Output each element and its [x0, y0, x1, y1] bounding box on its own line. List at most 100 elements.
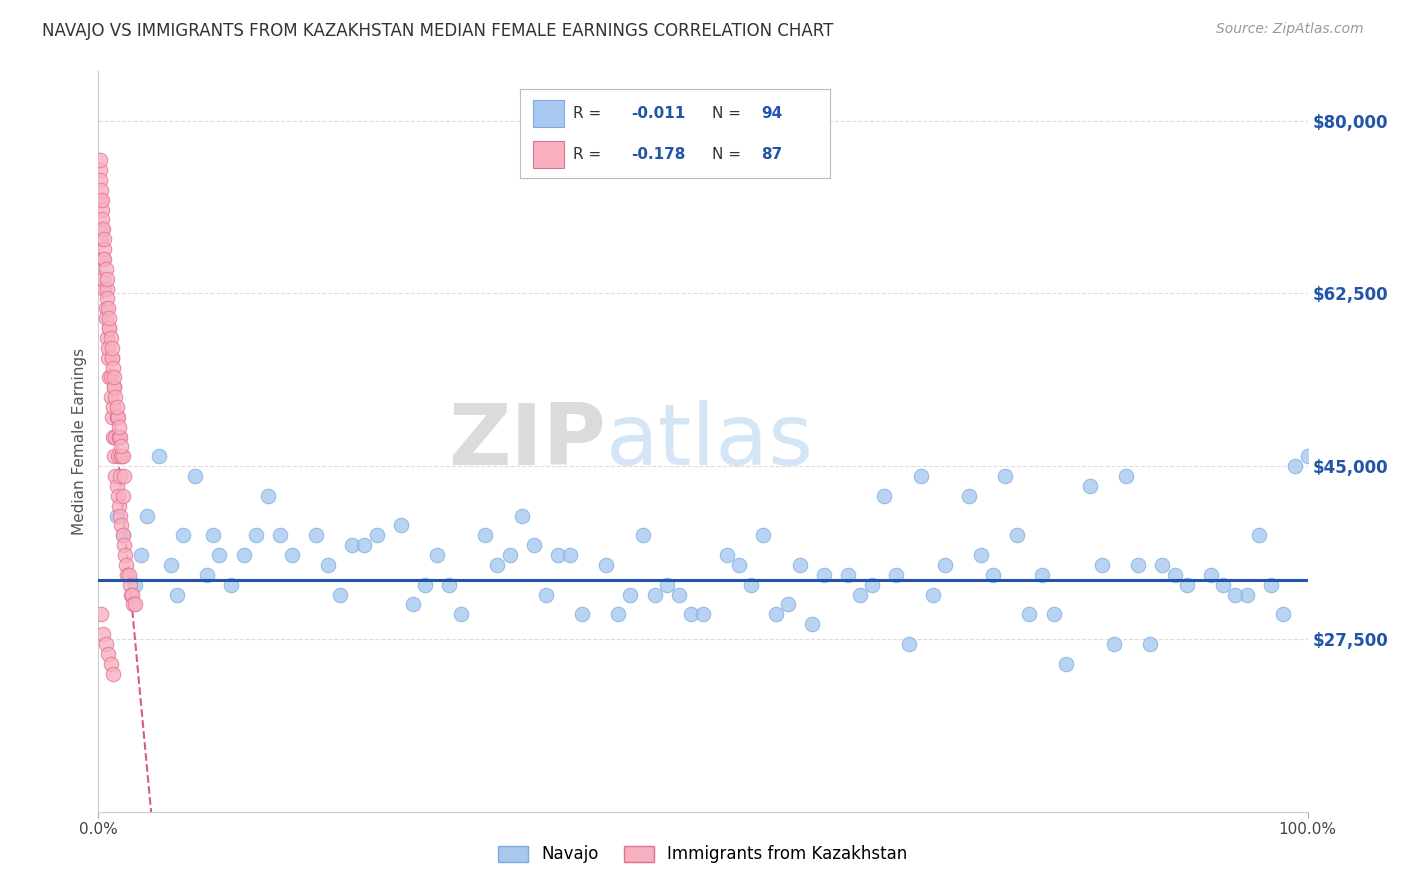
- Point: [94, 637, 117, 651]
- Point: [103, 380, 125, 394]
- Point: [679, 607, 702, 622]
- Point: [96, 292, 118, 306]
- Point: [110, 518, 132, 533]
- Point: [96, 281, 118, 295]
- Point: [110, 450, 132, 464]
- Point: [498, 548, 520, 562]
- Point: [107, 409, 129, 424]
- Point: [91, 252, 114, 266]
- Point: [316, 558, 339, 572]
- Point: [752, 528, 775, 542]
- Point: [98, 370, 121, 384]
- Point: [595, 558, 617, 572]
- Text: NAVAJO VS IMMIGRANTS FROM KAZAKHSTAN MEDIAN FEMALE EARNINGS CORRELATION CHART: NAVAJO VS IMMIGRANTS FROM KAZAKHSTAN MED…: [42, 22, 834, 40]
- Point: [450, 607, 472, 622]
- Point: [89, 173, 111, 187]
- Legend: Navajo, Immigrants from Kazakhstan: Navajo, Immigrants from Kazakhstan: [492, 838, 914, 870]
- Point: [1199, 567, 1222, 582]
- Text: R =: R =: [572, 106, 606, 120]
- Point: [97, 301, 120, 316]
- Point: [668, 588, 690, 602]
- Point: [91, 627, 114, 641]
- Point: [115, 558, 138, 572]
- Point: [121, 588, 143, 602]
- Point: [571, 607, 593, 622]
- Point: [100, 657, 122, 671]
- Point: [692, 607, 714, 622]
- Point: [107, 450, 129, 464]
- Point: [112, 469, 135, 483]
- Point: [728, 558, 751, 572]
- Point: [100, 351, 122, 365]
- Point: [103, 370, 125, 384]
- Point: [1223, 588, 1246, 602]
- Point: [112, 538, 135, 552]
- Point: [120, 588, 142, 602]
- Text: N =: N =: [711, 147, 745, 161]
- Point: [108, 429, 131, 443]
- Point: [510, 508, 533, 523]
- Point: [103, 380, 125, 394]
- Point: [1249, 528, 1271, 542]
- Point: [776, 598, 799, 612]
- Point: [1212, 577, 1234, 591]
- Point: [934, 558, 956, 572]
- Point: [329, 588, 352, 602]
- Point: [800, 617, 823, 632]
- Point: [90, 232, 112, 246]
- Point: [202, 528, 225, 542]
- Point: [1175, 577, 1198, 591]
- Point: [93, 232, 115, 246]
- Point: [413, 577, 436, 591]
- Point: [873, 489, 896, 503]
- Point: [558, 548, 581, 562]
- Point: [96, 271, 118, 285]
- Point: [1260, 577, 1282, 591]
- Point: [90, 607, 112, 622]
- Point: [172, 528, 194, 542]
- Point: [1018, 607, 1040, 622]
- Point: [534, 588, 557, 602]
- Point: [1031, 567, 1053, 582]
- Point: [849, 588, 872, 602]
- Point: [232, 548, 254, 562]
- Point: [108, 429, 131, 443]
- Point: [89, 153, 111, 168]
- Point: [97, 647, 120, 661]
- Point: [221, 577, 243, 591]
- Point: [897, 637, 920, 651]
- Point: [124, 598, 146, 612]
- Text: ZIP: ZIP: [449, 400, 606, 483]
- Point: [837, 567, 859, 582]
- Point: [91, 193, 114, 207]
- Point: [644, 588, 666, 602]
- Point: [91, 222, 114, 236]
- Point: [1042, 607, 1064, 622]
- Point: [111, 528, 134, 542]
- Point: [269, 528, 291, 542]
- Point: [103, 450, 125, 464]
- Point: [184, 469, 207, 483]
- Point: [740, 577, 762, 591]
- Point: [910, 469, 932, 483]
- Point: [98, 321, 121, 335]
- Point: [108, 508, 131, 523]
- Point: [100, 341, 122, 355]
- Point: [110, 440, 132, 454]
- Point: [860, 577, 883, 591]
- Point: [426, 548, 449, 562]
- Point: [98, 321, 121, 335]
- Point: [1007, 528, 1029, 542]
- Point: [994, 469, 1017, 483]
- Point: [1296, 450, 1319, 464]
- Point: [108, 429, 131, 443]
- Text: Source: ZipAtlas.com: Source: ZipAtlas.com: [1216, 22, 1364, 37]
- Point: [256, 489, 278, 503]
- Point: [1272, 607, 1295, 622]
- Point: [117, 567, 139, 582]
- Point: [981, 567, 1004, 582]
- Point: [94, 311, 117, 326]
- Point: [110, 450, 132, 464]
- Point: [1115, 469, 1137, 483]
- Point: [1163, 567, 1185, 582]
